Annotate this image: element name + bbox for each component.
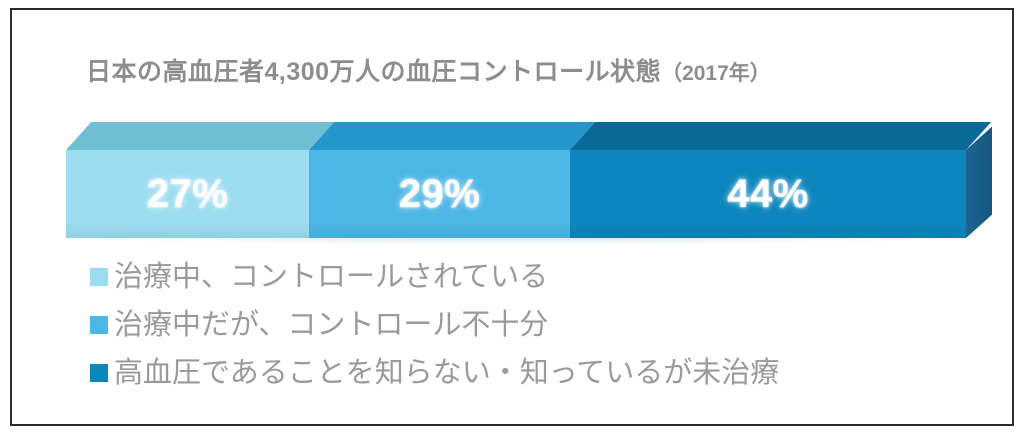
bar-segment-value-label: 27% <box>146 171 229 216</box>
legend-swatch-icon <box>90 316 108 334</box>
bar-segment-untreated[interactable]: 44% <box>570 122 992 238</box>
legend-item-controlled[interactable]: 治療中、コントロールされている <box>90 253 779 301</box>
bar-segment-front-face <box>570 150 966 238</box>
bar-drop-shadow <box>66 236 966 245</box>
bar-segment-front-face <box>309 150 570 238</box>
legend-item-label: 高血圧であることを知らない・知っているが未治療 <box>114 356 780 389</box>
legend-item-untreated[interactable]: 高血圧であることを知らない・知っているが未治療 <box>90 349 779 397</box>
legend-swatch-icon <box>90 364 108 382</box>
bar-segment-front-face <box>66 150 309 238</box>
page-title: 日本の高血圧者4,300万人の血圧コントロール状態（2017年） <box>86 52 771 88</box>
bar-segment-top-face <box>570 122 992 150</box>
bar-segment-top-face <box>309 122 596 150</box>
legend-swatch-icon <box>90 268 108 286</box>
legend-item-uncontrolled[interactable]: 治療中だが、コントロール不十分 <box>90 301 779 349</box>
chart-title-main: 日本の高血圧者4,300万人の血圧コントロール状態 <box>86 58 662 86</box>
legend-item-label: 治療中、コントロールされている <box>114 260 549 293</box>
bar-segment-value-label: 29% <box>398 171 481 216</box>
bar-segment-value-label: 44% <box>727 171 809 216</box>
bar-segment-uncontrolled[interactable]: 29% <box>309 122 596 238</box>
chart-title-year: （2017年） <box>661 62 771 85</box>
legend-item-label: 治療中だが、コントロール不十分 <box>114 308 549 341</box>
chart-legend: 治療中、コントロールされている 治療中だが、コントロール不十分 高血圧であること… <box>90 253 779 397</box>
chart-frame: 日本の高血圧者4,300万人の血圧コントロール状態（2017年） 27% 29%… <box>10 8 1014 426</box>
bar-segment-controlled[interactable]: 27% <box>66 122 335 238</box>
stacked-bar-chart: 27% 29% 44% <box>54 122 992 250</box>
bar-segment-top-face <box>66 122 335 150</box>
